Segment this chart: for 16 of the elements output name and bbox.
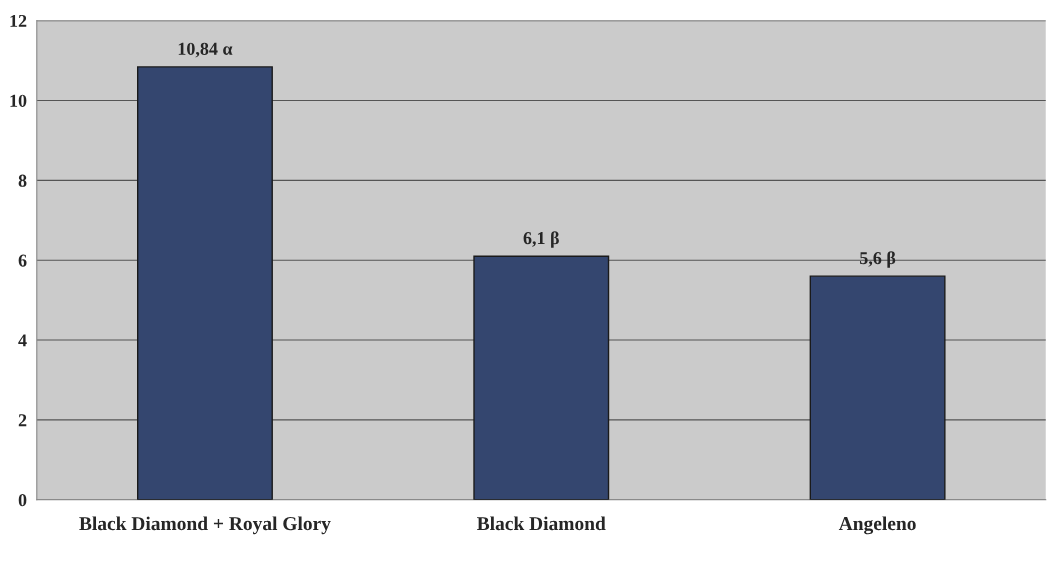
y-tick-label: 6 [18,254,27,267]
x-tick-label: Black Diamond [477,516,606,531]
y-tick-label: 8 [18,174,27,187]
y-tick-label: 4 [18,334,27,347]
bar [136,66,273,500]
data-label: 6,1 β [523,231,559,248]
y-tick-label: 0 [18,494,27,507]
y-tick-label: 2 [18,414,27,427]
bar [473,255,610,500]
x-tick-label: Black Diamond + Royal Glory [79,516,331,535]
y-tick-label: 10 [10,94,27,107]
bar [809,275,946,500]
y-tick-label: 12 [10,14,27,27]
x-tick-label: Angeleno [838,516,916,535]
data-label: 5,6 β [860,251,896,268]
data-label: 10,84 α [178,42,233,58]
